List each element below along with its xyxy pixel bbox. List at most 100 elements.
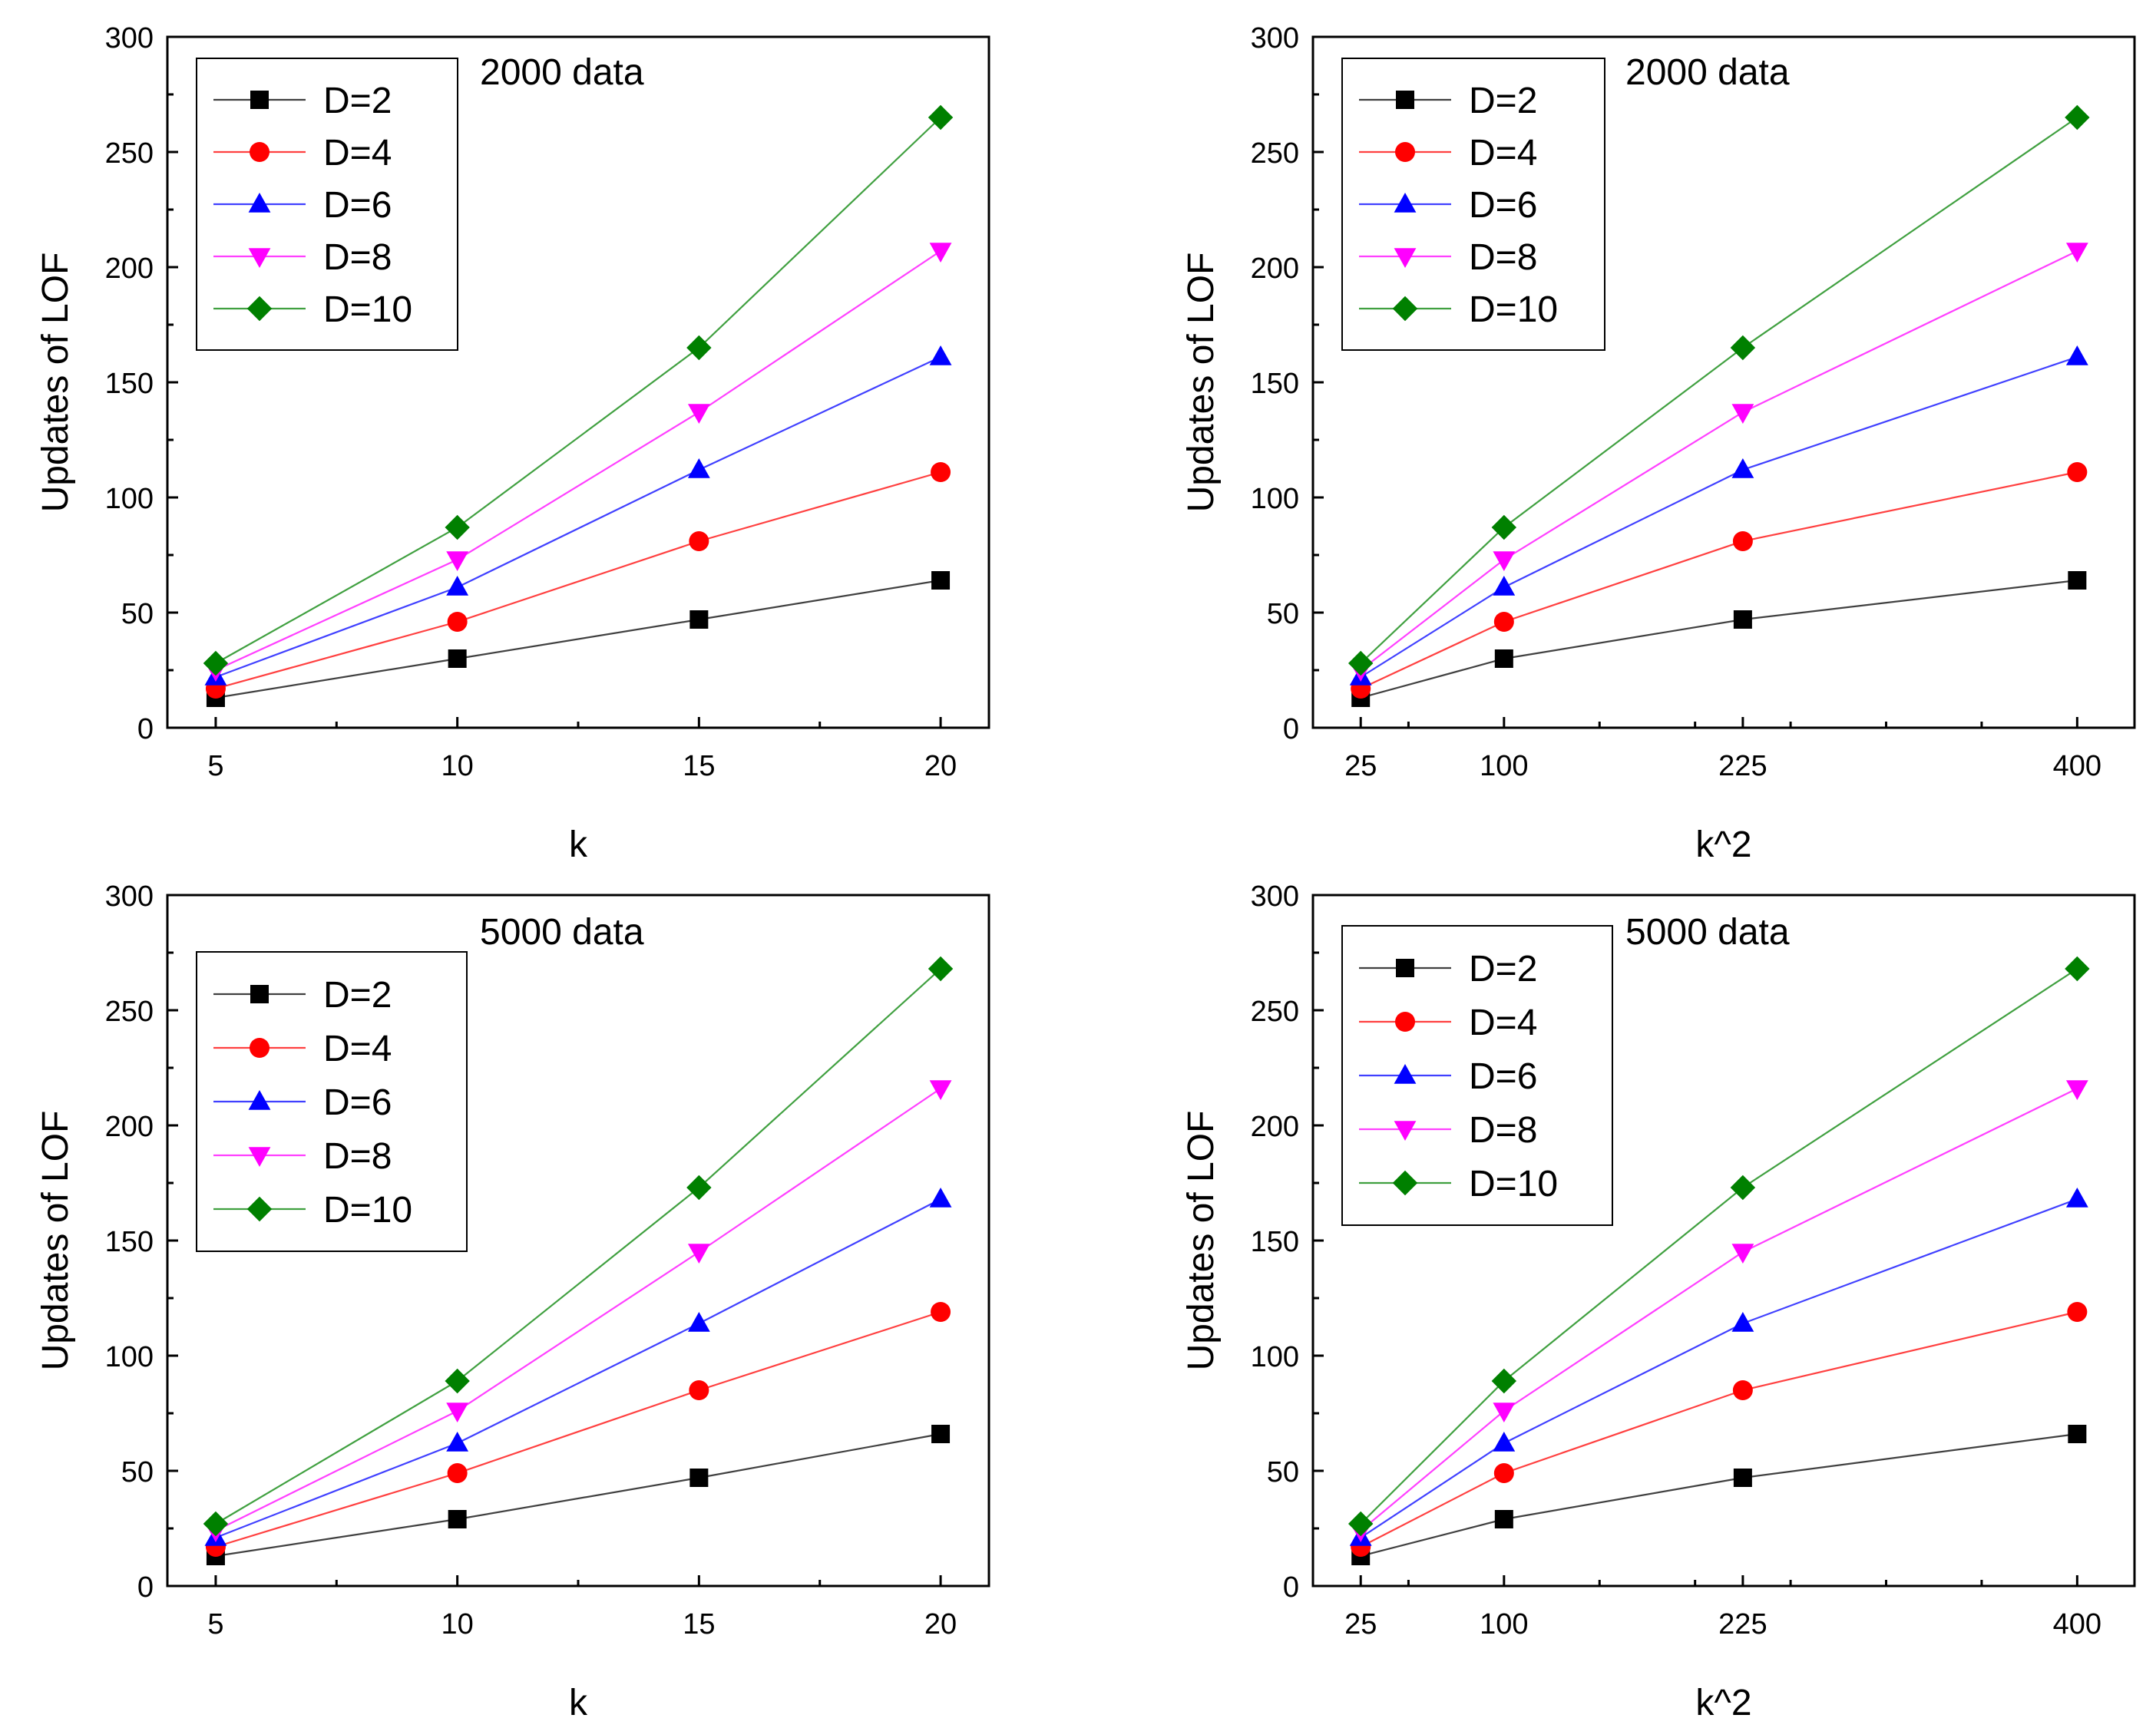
x-tick-label: 20 — [924, 1608, 957, 1640]
data-point — [1491, 1368, 1517, 1394]
series-line — [215, 356, 941, 679]
y-tick-label: 50 — [1267, 1456, 1299, 1488]
legend-marker — [1392, 1170, 1418, 1196]
series-d10 — [203, 104, 954, 676]
data-point — [2065, 956, 2090, 982]
data-point — [1494, 1510, 1513, 1528]
legend-label: D=6 — [1469, 185, 1537, 226]
series-d4 — [1351, 462, 2088, 699]
legend-marker — [250, 985, 269, 1003]
y-tick-label: 150 — [105, 368, 154, 400]
chart-panel-1: 0 50 100 150 200 250 300 5 10 15 20 k Updates of LOF… — [35, 22, 990, 865]
y-axis-label: Updates of LOF — [1181, 253, 1222, 513]
legend-label: D=10 — [323, 289, 412, 330]
data-point — [447, 612, 468, 632]
x-tick-label: 5 — [207, 750, 223, 782]
series-line — [215, 250, 941, 672]
legend-label: D=6 — [1469, 1056, 1537, 1097]
legend-label: D=4 — [323, 1029, 392, 1069]
data-point — [1733, 610, 1752, 629]
data-point — [689, 531, 709, 551]
data-point — [929, 243, 952, 263]
legend-marker — [1394, 1064, 1417, 1084]
series-d6 — [1349, 345, 2088, 686]
y-tick-label: 100 — [1251, 483, 1299, 515]
data-point — [1730, 1175, 1756, 1201]
legend-marker — [250, 91, 269, 109]
y-tick-label: 100 — [105, 1341, 154, 1373]
legend-label: D=6 — [323, 1082, 392, 1123]
legend-marker — [1396, 959, 1414, 977]
data-point — [2065, 1080, 2088, 1100]
data-point — [448, 649, 467, 668]
x-tick-label: 10 — [441, 750, 474, 782]
series-line — [1360, 250, 2078, 671]
data-point — [931, 1425, 951, 1443]
legend-marker — [1392, 296, 1418, 322]
legend-marker — [246, 296, 273, 322]
legend-marker — [250, 142, 270, 162]
series-d2 — [1351, 571, 2087, 707]
data-point — [1733, 1469, 1752, 1487]
data-point — [446, 576, 469, 596]
x-tick-label: 100 — [1480, 750, 1528, 782]
x-tick-label: 25 — [1344, 1608, 1377, 1640]
data-point — [686, 335, 712, 361]
legend-label: D=4 — [323, 133, 392, 173]
legend-label: D=10 — [1469, 1164, 1558, 1204]
data-point — [2065, 104, 2090, 131]
series-line — [1360, 579, 2078, 699]
x-tick-label: 15 — [683, 1608, 715, 1640]
y-tick-label: 50 — [1267, 598, 1299, 630]
legend: D=2 D=4 D=6 D=8 D=10 — [196, 951, 468, 1252]
data-point — [929, 345, 952, 365]
y-tick-label: 250 — [1251, 996, 1299, 1028]
series-line — [215, 1198, 941, 1539]
data-point — [2065, 1188, 2088, 1208]
x-tick-label: 20 — [924, 750, 957, 782]
x-tick-label: 10 — [441, 1608, 474, 1640]
y-tick-label: 50 — [121, 1456, 154, 1488]
data-point — [2067, 462, 2088, 482]
data-point — [203, 650, 229, 676]
legend-label: D=4 — [1469, 1003, 1537, 1043]
y-tick-label: 50 — [121, 598, 154, 630]
series-d6 — [204, 345, 952, 686]
legend-label: D=8 — [1469, 1110, 1537, 1151]
data-point — [1732, 1380, 1753, 1400]
series-d6 — [1349, 1188, 2088, 1546]
series-d2 — [1351, 1425, 2087, 1565]
y-tick-label: 200 — [1251, 1111, 1299, 1143]
legend-marker — [1396, 91, 1414, 109]
data-point — [1731, 1244, 1754, 1264]
y-tick-label: 0 — [1283, 713, 1299, 745]
data-point — [448, 1510, 467, 1528]
data-point — [447, 1463, 468, 1483]
data-point — [931, 462, 951, 482]
chart-panel-2: 0 50 100 150 200 250 300 25 100 225 400 k^2 Updates … — [1181, 22, 2136, 865]
data-point — [1493, 1463, 1514, 1483]
data-point — [687, 1312, 710, 1332]
data-point — [2067, 1302, 2088, 1322]
series-line — [1360, 1432, 2078, 1558]
legend-marker — [248, 248, 271, 268]
legend-marker — [246, 1196, 273, 1222]
y-tick-label: 300 — [1251, 881, 1299, 913]
data-point — [689, 610, 709, 629]
legend-label: D=2 — [1469, 949, 1537, 990]
chart-panel-3: 0 50 100 150 200 250 300 5 10 15 20 k Updates of LOF… — [35, 881, 990, 1723]
data-point — [2065, 345, 2088, 365]
x-tick-label: 100 — [1480, 1608, 1528, 1640]
legend-label: D=2 — [1469, 81, 1537, 121]
plot-frame — [1311, 894, 2136, 1588]
data-point — [687, 404, 710, 424]
data-point — [929, 1080, 952, 1100]
data-point — [1494, 649, 1513, 668]
data-point — [1731, 404, 1754, 424]
y-tick-label: 150 — [1251, 1226, 1299, 1258]
series-d10 — [203, 956, 954, 1537]
x-tick-label: 5 — [207, 1608, 223, 1640]
data-point — [1491, 514, 1517, 540]
y-tick-label: 300 — [1251, 22, 1299, 55]
